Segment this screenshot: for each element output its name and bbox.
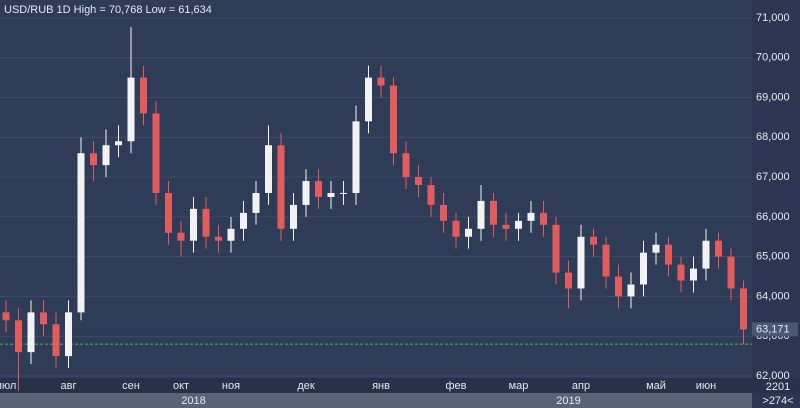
candle-body xyxy=(615,276,622,297)
candle-body xyxy=(527,212,535,221)
y-tick-label: 70,000 xyxy=(756,52,790,64)
candle-body xyxy=(465,228,472,237)
candle-body xyxy=(727,256,735,289)
candle-body xyxy=(365,77,372,122)
candle-body xyxy=(152,113,160,193)
candle-body xyxy=(415,177,422,186)
footer-range: >274< xyxy=(762,395,793,407)
x-tick-label: сен xyxy=(122,380,140,392)
x-tick-label: ноя xyxy=(222,380,240,392)
candle-body xyxy=(165,192,172,233)
y-tick-label: 66,000 xyxy=(756,211,790,223)
candle-body xyxy=(52,324,60,357)
candle-body xyxy=(665,244,672,265)
candle-body xyxy=(627,284,635,297)
candle-body xyxy=(640,252,647,285)
candle-body xyxy=(552,224,560,273)
candle-body xyxy=(565,272,572,289)
last-price-box xyxy=(752,322,798,337)
candle-body xyxy=(315,181,322,197)
candle-body xyxy=(340,192,347,194)
candle-body xyxy=(502,224,510,229)
candle-body xyxy=(265,145,272,193)
candle-body xyxy=(740,288,747,330)
candle-body xyxy=(327,192,335,197)
y-tick-label: 62,000 xyxy=(756,370,790,382)
candle-body xyxy=(90,153,97,166)
candle-body xyxy=(127,77,135,142)
candle-body xyxy=(702,240,710,269)
y-tick-label: 71,000 xyxy=(756,12,790,24)
year-label: 2019 xyxy=(556,395,580,407)
candle-body xyxy=(65,312,72,357)
candle-body xyxy=(190,208,197,241)
candle-body xyxy=(215,236,222,241)
x-tick-label: окт xyxy=(173,380,189,392)
candle-body xyxy=(540,212,547,225)
candle-body xyxy=(602,244,610,277)
month-strip xyxy=(0,378,800,393)
y-tick-label: 67,000 xyxy=(756,171,790,183)
x-tick-label: фев xyxy=(445,380,466,392)
x-tick-label: май xyxy=(646,380,666,392)
candle-body xyxy=(40,312,47,325)
x-tick-label: дек xyxy=(297,380,315,392)
candle-body xyxy=(352,121,360,193)
y-tick-label: 65,000 xyxy=(756,251,790,263)
y-tick-label: 68,000 xyxy=(756,131,790,143)
candle-body xyxy=(577,236,585,289)
candle-body xyxy=(652,244,660,253)
candle-body xyxy=(77,153,85,313)
candle-body xyxy=(15,320,22,353)
x-tick-label: мар xyxy=(509,380,529,392)
candle-body xyxy=(715,240,722,257)
candle-body xyxy=(115,141,122,146)
candle-body xyxy=(377,77,385,86)
footer-count: 2201 xyxy=(766,381,790,393)
candle-body xyxy=(227,228,235,241)
candle-body xyxy=(402,153,410,178)
x-tick-label: июл xyxy=(0,380,16,392)
candle-body xyxy=(2,312,10,321)
x-tick-label: янв xyxy=(372,380,390,392)
y-tick-label: 69,000 xyxy=(756,91,790,103)
candle-body xyxy=(690,268,697,281)
candle-body xyxy=(477,200,485,229)
candle-body xyxy=(302,181,310,205)
candle-body xyxy=(452,220,460,237)
candle-body xyxy=(590,236,597,245)
candle-body xyxy=(515,220,522,229)
candle-body xyxy=(202,208,210,237)
plot-area xyxy=(0,0,752,378)
x-tick-label: авг xyxy=(61,380,77,392)
candle-body xyxy=(177,232,185,241)
last-price-label: 63,171 xyxy=(756,323,790,335)
chart-title: USD/RUB 1D High = 70,768 Low = 61,634 xyxy=(4,4,212,16)
candle-body xyxy=(240,212,247,229)
x-tick-label: июн xyxy=(696,380,716,392)
candle-body xyxy=(290,204,297,229)
year-label: 2018 xyxy=(181,395,205,407)
candle-body xyxy=(677,264,685,281)
candle-body xyxy=(140,77,147,114)
candle-body xyxy=(440,204,447,221)
year-strip xyxy=(0,393,752,408)
candle-body xyxy=(252,192,260,213)
candle-body xyxy=(427,185,435,205)
candle-body xyxy=(102,145,110,166)
candle-body xyxy=(27,312,35,353)
candle-body xyxy=(277,145,285,229)
candle-body xyxy=(390,85,397,154)
candle-body xyxy=(490,200,497,225)
y-tick-label: 64,000 xyxy=(756,290,790,302)
x-tick-label: апр xyxy=(572,380,590,392)
